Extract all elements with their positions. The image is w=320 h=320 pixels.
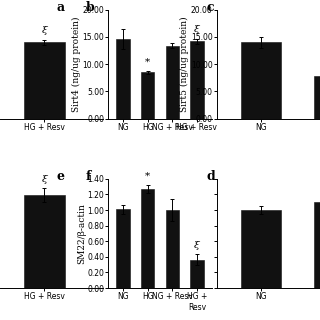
Y-axis label: Sirt4 (ng/ug protein): Sirt4 (ng/ug protein) bbox=[72, 16, 81, 112]
Text: b: b bbox=[86, 1, 94, 14]
Y-axis label: Sirt5 (ng/ug protein): Sirt5 (ng/ug protein) bbox=[180, 16, 189, 112]
Text: ξ: ξ bbox=[41, 174, 47, 184]
Bar bbox=[165, 46, 179, 119]
Bar bbox=[241, 42, 281, 119]
Bar bbox=[165, 210, 179, 288]
Text: d: d bbox=[206, 170, 215, 183]
Text: *: * bbox=[145, 57, 150, 66]
Text: f: f bbox=[86, 170, 91, 183]
Text: ξ: ξ bbox=[194, 241, 200, 250]
Text: c: c bbox=[206, 1, 214, 14]
Bar bbox=[241, 210, 281, 288]
Text: a: a bbox=[57, 1, 65, 14]
Text: ξ: ξ bbox=[41, 26, 47, 35]
Bar bbox=[315, 76, 320, 119]
Text: e: e bbox=[57, 170, 65, 183]
Y-axis label: SM22/β-actin: SM22/β-actin bbox=[77, 203, 86, 264]
Bar bbox=[190, 260, 204, 288]
Text: *: * bbox=[145, 172, 150, 181]
Bar bbox=[141, 189, 155, 288]
Bar bbox=[315, 202, 320, 288]
Bar bbox=[116, 209, 130, 288]
Bar bbox=[24, 195, 65, 288]
Bar bbox=[116, 39, 130, 119]
Bar bbox=[190, 41, 204, 119]
Bar bbox=[141, 72, 155, 119]
Bar bbox=[24, 42, 65, 119]
Text: ξ: ξ bbox=[194, 25, 200, 34]
